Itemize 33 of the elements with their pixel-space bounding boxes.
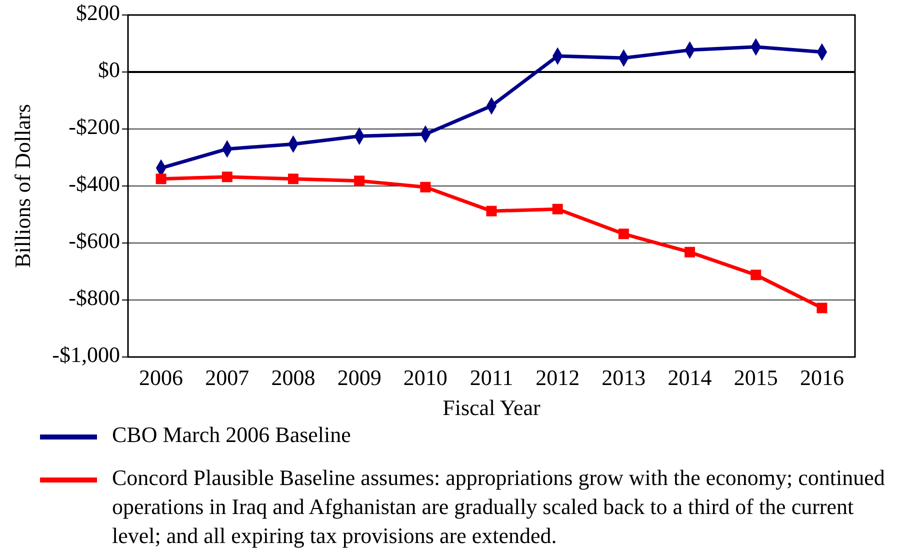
point: [684, 246, 696, 258]
y-tick-label: $200: [76, 0, 120, 26]
y-tick-label: -$400: [68, 171, 120, 196]
x-tick-label: 2013: [602, 365, 646, 390]
x-tick-label: 2006: [139, 365, 184, 390]
point: [420, 182, 431, 192]
point: [156, 174, 166, 184]
y-tick-label: -$200: [68, 114, 120, 140]
point: [816, 302, 828, 314]
point: [288, 174, 298, 184]
point: [552, 204, 563, 214]
y-tick-label: $0: [98, 57, 120, 82]
x-tick-label: 2010: [403, 365, 448, 390]
y-tick-label: -$600: [68, 228, 120, 254]
x-tick-label: 2011: [470, 365, 514, 390]
x-tick-label: 2012: [536, 365, 580, 390]
point: [486, 206, 497, 216]
point: [618, 228, 629, 240]
y-tick-label: -$1,000: [52, 342, 120, 368]
x-tick-label: 2015: [734, 365, 778, 390]
x-tick-label: 2007: [205, 365, 250, 390]
x-tick-label: 2009: [337, 365, 382, 390]
legend-label: CBO March 2006 Baseline: [112, 422, 351, 448]
x-tick-label: 2014: [668, 365, 712, 390]
point: [354, 176, 365, 186]
x-axis-title: Fiscal Year: [442, 395, 542, 420]
point: [750, 270, 762, 280]
point: [222, 172, 232, 182]
x-tick-label: 2016: [800, 365, 844, 390]
y-tick-label: -$800: [68, 285, 120, 310]
x-tick-label: 2008: [271, 365, 316, 390]
y-axis-title: Billions of Dollars: [10, 104, 35, 268]
legend-label: Concord Plausible Baseline assumes: appropriations grow with the economy; continued operations in Iraq and Afghanistan are gradually scaled back to a third of the current level; and all expiring tax provisions are extended.: [112, 465, 885, 548]
